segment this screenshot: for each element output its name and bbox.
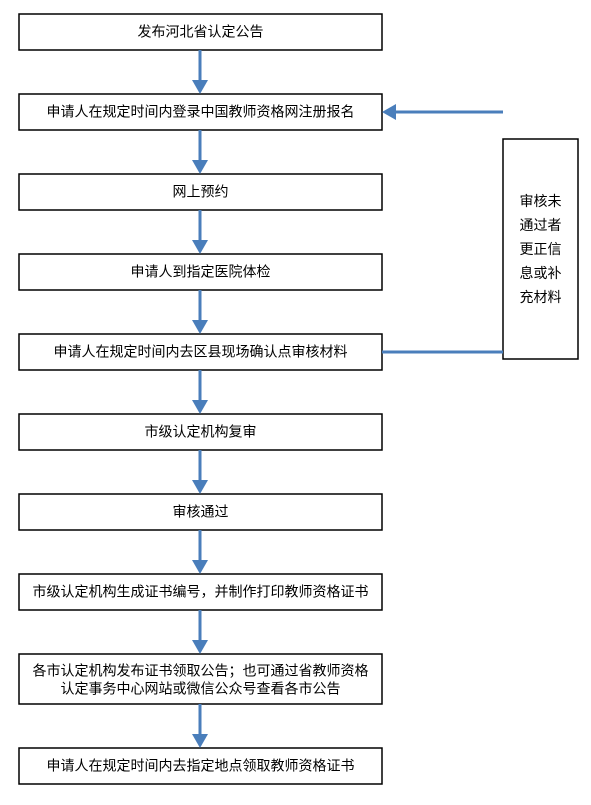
arrow-head-down <box>192 80 208 94</box>
flow-node-n1: 发布河北省认定公告 <box>19 14 382 50</box>
flow-node-n7: 审核通过 <box>19 494 382 530</box>
flowchart-canvas: 发布河北省认定公告申请人在规定时间内登录中国教师资格网注册报名网上预约申请人到指… <box>0 0 591 805</box>
arrow-head-down <box>192 160 208 174</box>
node-text: 息或补 <box>520 265 562 281</box>
flow-node-n10: 申请人在规定时间内去指定地点领取教师资格证书 <box>19 748 382 784</box>
flow-node-n2: 申请人在规定时间内登录中国教师资格网注册报名 <box>19 94 382 130</box>
node-text: 网上预约 <box>173 184 229 200</box>
node-text: 各市认定机构发布证书领取公告；也可通过省教师资格 <box>33 662 369 679</box>
node-text: 申请人到指定医院体检 <box>131 264 271 280</box>
node-text: 更正信 <box>520 241 562 257</box>
node-text: 认定事务中心网站或微信公众号查看各市公告 <box>61 680 341 696</box>
arrow-head-left <box>382 104 396 120</box>
arrow-head-down <box>192 240 208 254</box>
node-text: 通过者 <box>520 217 562 233</box>
flow-node-n4: 申请人到指定医院体检 <box>19 254 382 290</box>
flow-node-side: 审核未通过者更正信息或补充材料 <box>503 139 578 359</box>
node-text: 市级认定机构复审 <box>145 424 257 440</box>
node-text: 发布河北省认定公告 <box>138 24 264 40</box>
node-text: 申请人在规定时间内去指定地点领取教师资格证书 <box>47 758 355 774</box>
arrow-head-down <box>192 320 208 334</box>
arrow-head-down <box>192 480 208 494</box>
arrow-head-down <box>192 640 208 654</box>
node-text: 审核未 <box>520 193 562 209</box>
flow-node-n9: 各市认定机构发布证书领取公告；也可通过省教师资格认定事务中心网站或微信公众号查看… <box>19 654 382 704</box>
arrow-head-down <box>192 560 208 574</box>
node-text: 充材料 <box>520 289 562 305</box>
node-text: 申请人在规定时间内去区县现场确认点审核材料 <box>54 344 348 360</box>
flow-node-n3: 网上预约 <box>19 174 382 210</box>
flow-node-n8: 市级认定机构生成证书编号，并制作打印教师资格证书 <box>19 574 382 610</box>
arrow-head-down <box>192 400 208 414</box>
flow-node-n5: 申请人在规定时间内去区县现场确认点审核材料 <box>19 334 382 370</box>
node-text: 申请人在规定时间内登录中国教师资格网注册报名 <box>47 104 355 120</box>
node-text: 市级认定机构生成证书编号，并制作打印教师资格证书 <box>33 584 369 600</box>
arrow-head-down <box>192 734 208 748</box>
flow-node-n6: 市级认定机构复审 <box>19 414 382 450</box>
node-text: 审核通过 <box>173 504 229 520</box>
